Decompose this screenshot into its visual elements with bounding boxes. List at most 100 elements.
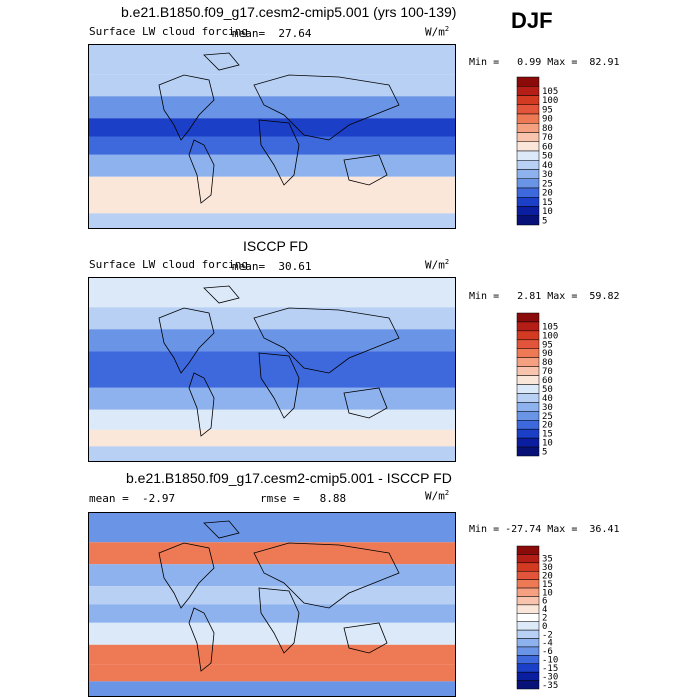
coastline bbox=[258, 352, 300, 419]
colorbar-tick-label: 25 bbox=[542, 179, 553, 189]
panel-1-variable-label: Surface LW cloud forcing bbox=[89, 25, 248, 38]
colorbar-swatch bbox=[516, 646, 540, 656]
map-lat-band bbox=[89, 45, 455, 75]
map-lat-band bbox=[89, 409, 455, 430]
colorbar-tick-label: 50 bbox=[542, 152, 553, 162]
colorbar-tick-label: 10 bbox=[542, 588, 553, 598]
colorbar-swatch bbox=[516, 348, 540, 358]
colorbar-swatch bbox=[516, 113, 540, 124]
colorbar-swatch bbox=[516, 393, 540, 403]
colorbar-tick-label: 70 bbox=[542, 367, 553, 377]
panel-3-mean: mean = -2.97 bbox=[89, 492, 176, 505]
colorbar-tick-label: 15 bbox=[542, 198, 553, 208]
coastline bbox=[158, 307, 215, 374]
colorbar-swatch bbox=[516, 680, 540, 690]
panel-2-colorbar: 105 100 95 90 80 70 60 50 40 30 25 20 15 10 5 bbox=[516, 312, 587, 458]
colorbar-tick-label: -4 bbox=[542, 639, 553, 649]
coastline bbox=[158, 542, 215, 609]
map-lat-band bbox=[89, 74, 455, 97]
colorbar-tick-label: 60 bbox=[542, 142, 553, 152]
panel-1-colorbar: 105 100 95 90 80 70 60 50 40 30 25 20 15 10 5 bbox=[516, 76, 587, 227]
coastline bbox=[158, 74, 215, 141]
panel-3-map bbox=[88, 512, 456, 697]
map-lat-band bbox=[89, 644, 455, 665]
colorbar-tick-label: 2 bbox=[542, 614, 547, 624]
colorbar-swatch bbox=[516, 655, 540, 665]
panel-1-title: b.e21.B1850.f09_g17.cesm2-cmip5.001 (yrs… bbox=[121, 4, 457, 20]
colorbar-tick-label: 95 bbox=[542, 340, 553, 350]
coastline bbox=[188, 607, 215, 672]
colorbar-swatch bbox=[516, 384, 540, 394]
coastline bbox=[203, 285, 240, 304]
season-label: DJF bbox=[511, 8, 553, 33]
map-lat-band bbox=[89, 681, 455, 696]
colorbar-tick-label: 30 bbox=[542, 170, 553, 180]
coastline bbox=[258, 587, 300, 654]
colorbar-swatch bbox=[516, 629, 540, 639]
map-lat-band bbox=[89, 118, 455, 137]
colorbar-tick-label: 90 bbox=[542, 349, 553, 359]
colorbar-swatch bbox=[516, 169, 540, 179]
colorbar-swatch bbox=[516, 206, 540, 216]
panel-3-units: W/m2 bbox=[425, 489, 450, 503]
colorbar-tick-label: 40 bbox=[542, 394, 553, 404]
colorbar-swatch bbox=[516, 570, 540, 580]
colorbar-swatch bbox=[516, 104, 540, 115]
map-lat-band bbox=[89, 513, 455, 543]
colorbar-swatch bbox=[516, 671, 540, 681]
map-lat-band bbox=[89, 664, 455, 682]
colorbar-swatch bbox=[516, 375, 540, 385]
colorbar-swatch bbox=[516, 420, 540, 430]
panel-3-minmax: Min = -27.74 Max = 36.41 bbox=[469, 524, 620, 535]
panel-3-title: b.e21.B1850.f09_g17.cesm2-cmip5.001 - IS… bbox=[126, 470, 452, 486]
colorbar-swatch bbox=[516, 312, 540, 323]
map-lat-band bbox=[89, 176, 455, 197]
colorbar-tick-label: -6 bbox=[542, 647, 553, 657]
colorbar-swatch bbox=[516, 160, 540, 170]
map-lat-band bbox=[89, 604, 455, 623]
colorbar-swatch bbox=[516, 428, 540, 439]
colorbar-swatch bbox=[516, 330, 540, 341]
map-lat-band bbox=[89, 446, 455, 461]
coastline bbox=[188, 372, 215, 437]
coastline bbox=[258, 119, 300, 186]
coastline bbox=[253, 74, 400, 141]
colorbar-swatch bbox=[516, 579, 540, 589]
colorbar-tick-label: 15 bbox=[542, 430, 553, 440]
map-lat-band bbox=[89, 213, 455, 228]
colorbar-tick-label: 10 bbox=[542, 207, 553, 217]
colorbar-tick-label: 5 bbox=[542, 216, 547, 226]
map-lat-band bbox=[89, 369, 455, 388]
colorbar-swatch bbox=[516, 663, 540, 673]
panel-3-map-svg bbox=[89, 513, 455, 696]
map-lat-band bbox=[89, 351, 455, 370]
colorbar-swatch bbox=[516, 437, 540, 448]
colorbar-tick-label: 20 bbox=[542, 421, 553, 431]
colorbar-swatch bbox=[516, 366, 540, 376]
map-lat-band bbox=[89, 429, 455, 447]
panel-2-minmax: Min = 2.81 Max = 59.82 bbox=[469, 291, 620, 302]
colorbar-swatch bbox=[516, 402, 540, 412]
colorbar-tick-label: -10 bbox=[542, 656, 558, 666]
colorbar-tick-label: 50 bbox=[542, 385, 553, 395]
map-lat-band bbox=[89, 329, 455, 352]
colorbar-swatch bbox=[516, 638, 540, 648]
coastline bbox=[253, 542, 400, 609]
colorbar-tick-label: 80 bbox=[542, 124, 553, 134]
map-lat-band bbox=[89, 586, 455, 605]
colorbar-tick-label: 105 bbox=[542, 87, 558, 97]
colorbar-swatch bbox=[516, 554, 540, 564]
colorbar-tick-label: 80 bbox=[542, 358, 553, 368]
coastline bbox=[188, 139, 215, 204]
colorbar-swatch bbox=[516, 604, 540, 614]
colorbar-tick-label: 30 bbox=[542, 403, 553, 413]
colorbar-tick-label: 0 bbox=[542, 622, 547, 632]
colorbar-swatch bbox=[516, 613, 540, 622]
colorbar-tick-label: 15 bbox=[542, 580, 553, 590]
map-lat-band bbox=[89, 307, 455, 330]
map-lat-band bbox=[89, 564, 455, 587]
coastline bbox=[343, 154, 388, 186]
panel-1-units: W/m2 bbox=[425, 25, 450, 39]
